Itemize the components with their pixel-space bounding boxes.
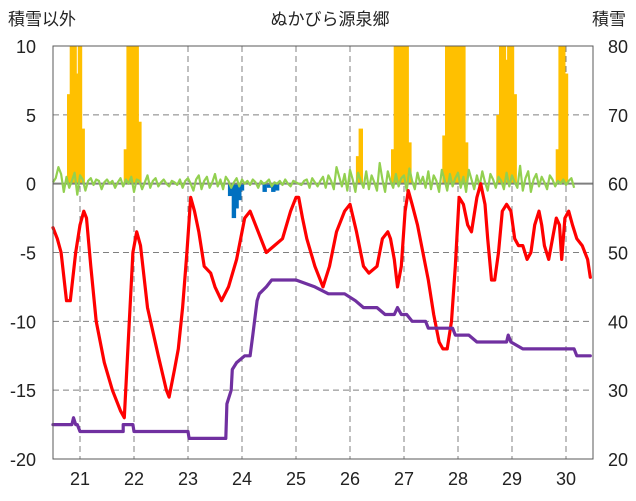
right-tick-label: 50 [608,244,628,264]
snowfall-bar [72,46,77,184]
snowfall-bar [355,156,361,184]
snowfall-bar [561,46,566,184]
x-tick-label: 25 [286,469,306,489]
x-tick-label: 27 [394,469,414,489]
wind-line [52,161,576,196]
x-tick-label: 29 [502,469,522,489]
snowfall-bar [358,128,363,184]
snowfall-bar [69,46,75,184]
right-tick-label: 60 [608,175,628,195]
bar-layer [67,46,569,219]
snowfall-bar [75,73,80,184]
x-tick-label: 21 [70,469,90,489]
snowfall-bar [504,59,509,184]
right-tick-label: 40 [608,312,628,332]
x-tick-label: 23 [178,469,198,489]
snowfall-bar [447,46,453,184]
left-tick-label: -5 [20,244,36,264]
precip_neg-bar [274,183,280,191]
right-tick-label: 70 [608,106,628,126]
snowfall-bar [401,46,407,184]
snowfall-bar [558,46,563,184]
snowfall-bar [512,94,517,184]
left-tick-label: 5 [26,106,36,126]
precip_neg-bar [266,183,272,188]
temperature-line [51,182,592,420]
x-tick-label: 28 [448,469,468,489]
snowfall-bar [450,46,455,184]
x-tick-label: 24 [232,469,252,489]
precip_neg-bar [237,183,242,201]
line-layer [51,161,593,440]
snowfall-bar [461,46,466,184]
snowfall-bar [442,135,447,184]
snowfall-bar [458,46,463,184]
snowfall-bar [463,142,469,184]
snowfall-bar [393,46,399,184]
precip_neg-bar [271,183,276,192]
precip_neg-bar [231,183,237,219]
left-tick-label: -15 [10,381,36,401]
left-tick-label: 10 [16,37,36,57]
snowfall-bar [67,94,72,184]
snowfall-bar [137,121,142,184]
snowfall-bar [396,46,401,184]
snowfall-bar [404,46,409,184]
snowfall-bar [455,46,461,184]
snowfall-bar [563,73,569,184]
left-axis-title: 積雪以外 [8,10,76,29]
snowfall-bar [509,46,515,184]
plot-frame [52,45,594,460]
snowfall-bar [126,46,131,184]
precip_neg-bar [234,183,239,209]
snow_depth-line [51,278,592,440]
left-tick-label: 0 [26,175,36,195]
right-tick-label: 20 [608,450,628,470]
snowfall-bar [555,149,561,184]
left-tick-label: -10 [10,312,36,332]
snowfall-bar [407,142,412,184]
snowfall-bar [123,149,129,184]
snowfall-bar [453,46,458,184]
snowfall-bar [129,46,134,184]
precip_neg-bar [227,183,233,197]
x-tick-label: 30 [556,469,576,489]
x-tick-label: 26 [340,469,360,489]
left-tick-label: -20 [10,450,36,470]
snowfall-bar [399,46,404,184]
x-tick-label: 22 [124,469,144,489]
right-axis-title: 積雪 [592,10,626,29]
snowfall-bar [391,149,396,184]
right-tick-label: 30 [608,381,628,401]
snowfall-bar [445,46,450,184]
snowfall-bar [507,46,512,184]
right-tick-label: 80 [608,37,628,57]
snowfall-bar [499,46,504,184]
snowfall-bar [131,46,137,184]
snowfall-bar [77,46,83,184]
precip_neg-bar [262,183,267,192]
snowfall-bar [80,128,85,184]
snowfall-bar [501,46,507,184]
chart-title: ぬかびら源泉郷 [271,10,390,29]
snowfall-bar [496,114,501,184]
precip_neg-bar [239,183,245,191]
snowfall-bar [134,46,139,184]
